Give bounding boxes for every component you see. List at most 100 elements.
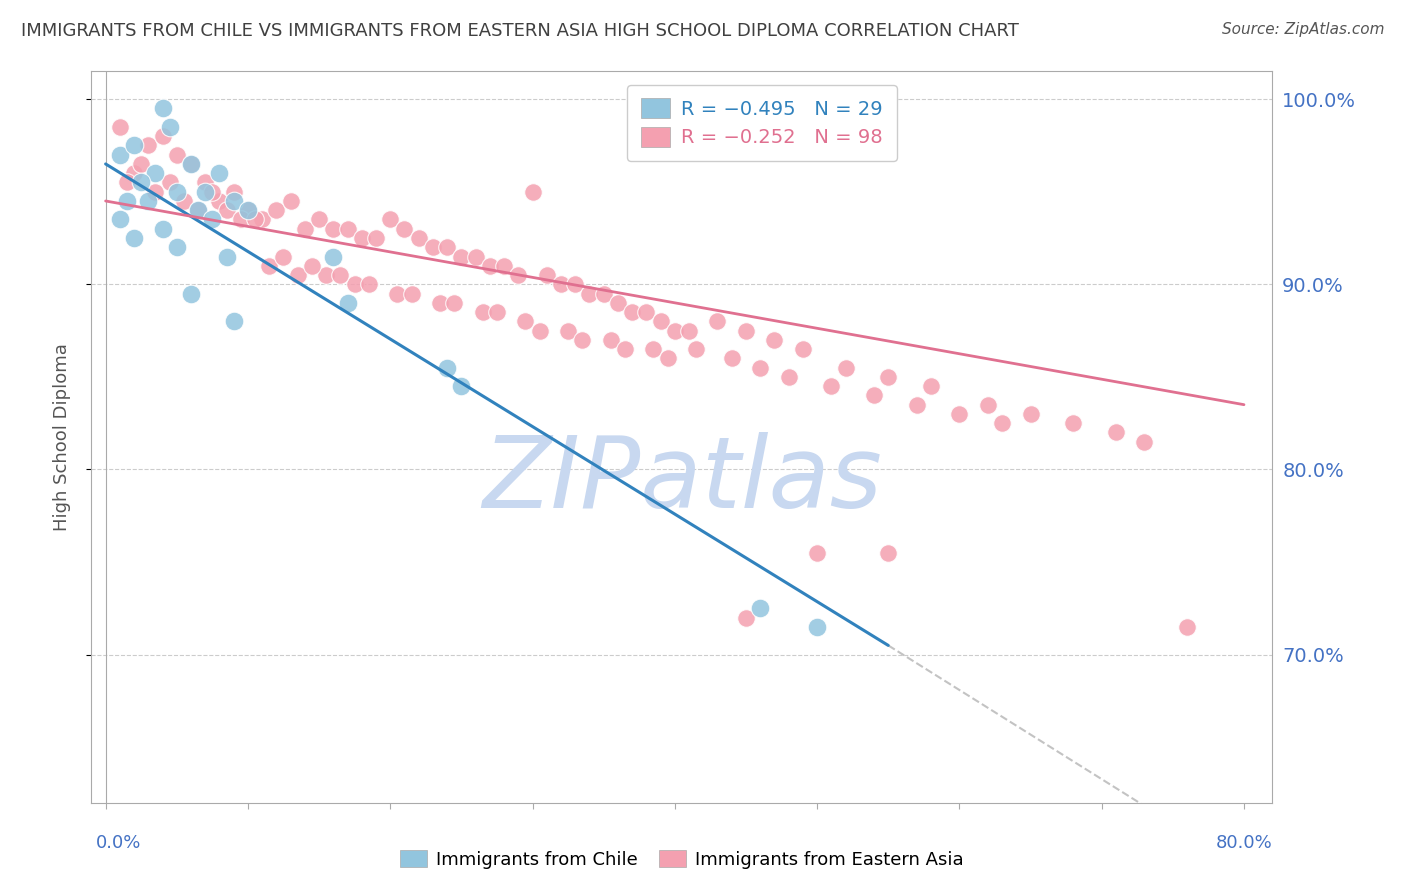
Point (166, 240, 188, 254)
Point (877, 370, 900, 384)
Point (152, 102, 174, 116)
Point (1105, 425, 1128, 440)
Point (108, 212, 131, 227)
Point (991, 416, 1014, 430)
Point (522, 185, 544, 199)
Point (749, 360, 772, 375)
Point (450, 379, 472, 393)
Point (478, 259, 501, 273)
Point (443, 295, 465, 310)
Point (364, 231, 387, 245)
Point (229, 212, 252, 227)
Point (557, 324, 579, 338)
Point (564, 277, 586, 292)
Point (578, 286, 600, 301)
Point (208, 194, 231, 208)
Point (294, 221, 316, 235)
Text: 0.0%: 0.0% (96, 834, 141, 852)
Point (159, 120, 181, 134)
Point (115, 194, 138, 208)
Point (664, 324, 686, 338)
Point (187, 203, 209, 218)
Point (222, 314, 245, 328)
Point (436, 360, 458, 375)
Point (236, 203, 259, 218)
Point (1133, 434, 1156, 449)
Point (834, 360, 856, 375)
Point (166, 185, 188, 199)
Point (122, 166, 145, 180)
Point (129, 157, 152, 171)
Point (166, 147, 188, 161)
Point (657, 351, 679, 366)
Point (720, 351, 742, 366)
Point (749, 601, 772, 615)
Point (735, 324, 758, 338)
Text: IMMIGRANTS FROM CHILE VS IMMIGRANTS FROM EASTERN ASIA HIGH SCHOOL DIPLOMA CORREL: IMMIGRANTS FROM CHILE VS IMMIGRANTS FROM… (21, 22, 1019, 40)
Point (863, 388, 886, 402)
Point (1175, 620, 1198, 634)
Text: 80.0%: 80.0% (1216, 834, 1272, 852)
Point (394, 221, 416, 235)
Point (636, 305, 658, 319)
Point (492, 259, 515, 273)
Point (380, 212, 402, 227)
Point (778, 370, 800, 384)
Point (401, 286, 423, 301)
Point (735, 610, 758, 624)
Point (250, 212, 273, 227)
Point (343, 277, 366, 292)
Point (485, 305, 508, 319)
Point (129, 176, 152, 190)
Point (215, 203, 238, 218)
Point (336, 221, 359, 235)
Point (350, 231, 373, 245)
Legend: Immigrants from Chile, Immigrants from Eastern Asia: Immigrants from Chile, Immigrants from E… (392, 843, 972, 876)
Point (599, 333, 621, 347)
Point (215, 250, 238, 264)
Point (259, 259, 281, 273)
Point (515, 314, 537, 328)
Point (236, 203, 259, 218)
Point (322, 221, 344, 235)
Point (180, 286, 202, 301)
Point (614, 342, 637, 356)
Point (273, 250, 295, 264)
Point (550, 277, 572, 292)
Point (650, 314, 672, 328)
Point (592, 286, 614, 301)
Point (387, 286, 409, 301)
Point (322, 250, 344, 264)
Point (877, 546, 900, 560)
Point (408, 231, 430, 245)
Point (792, 342, 814, 356)
Point (222, 185, 245, 199)
Point (180, 157, 202, 171)
Point (606, 295, 628, 310)
Point (450, 250, 472, 264)
Point (1062, 416, 1084, 430)
Point (115, 176, 138, 190)
Point (678, 324, 700, 338)
Point (315, 268, 337, 282)
Point (806, 620, 828, 634)
Point (820, 379, 842, 393)
Point (145, 166, 167, 180)
Point (685, 342, 707, 356)
Point (806, 546, 828, 560)
Point (266, 203, 288, 218)
Point (145, 185, 167, 199)
Point (173, 194, 195, 208)
Point (621, 305, 644, 319)
Point (529, 324, 551, 338)
Point (222, 194, 245, 208)
Point (329, 268, 352, 282)
Text: Source: ZipAtlas.com: Source: ZipAtlas.com (1222, 22, 1385, 37)
Point (152, 221, 174, 235)
Point (308, 212, 330, 227)
Text: ZIPatlas: ZIPatlas (482, 433, 882, 530)
Point (464, 250, 486, 264)
Point (471, 305, 494, 319)
Point (763, 333, 786, 347)
Point (108, 120, 131, 134)
